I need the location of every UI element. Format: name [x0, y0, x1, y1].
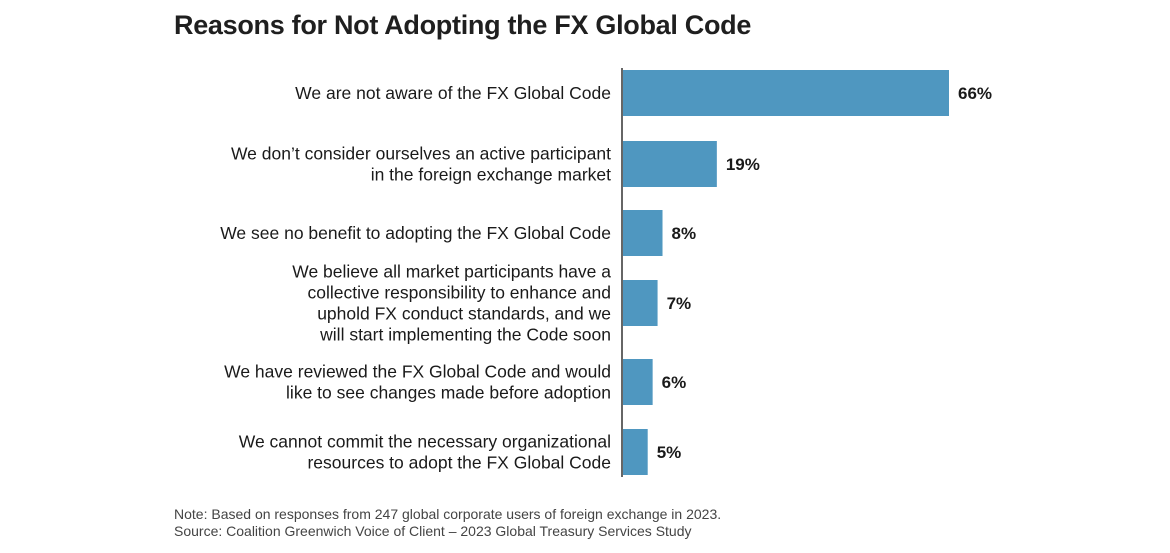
category-label-6: We cannot commit the necessary organizat…: [239, 432, 611, 473]
bar-2: [623, 141, 717, 187]
bars-layer: 66% We are not aware of the FX Global Cod…: [220, 70, 992, 475]
bar-4: [623, 280, 658, 326]
chart-title: Reasons for Not Adopting the FX Global C…: [174, 10, 752, 40]
value-label-2: 19%: [726, 155, 760, 174]
category-label-line: We don’t consider ourselves an active pa…: [231, 144, 611, 164]
value-label-3: 8%: [672, 224, 697, 243]
footnote: Note: Based on responses from 247 global…: [174, 506, 721, 540]
bar-5: [623, 359, 653, 405]
category-label-line: We are not aware of the FX Global Code: [295, 83, 611, 103]
category-label-line: We cannot commit the necessary organizat…: [239, 432, 611, 452]
category-label-line: We see no benefit to adopting the FX Glo…: [220, 223, 611, 243]
value-label-5: 6%: [662, 373, 687, 392]
category-label-line: We believe all market participants have …: [292, 262, 611, 282]
category-label-3: We see no benefit to adopting the FX Glo…: [220, 223, 611, 243]
category-label-line: uphold FX conduct standards, and we: [317, 304, 611, 324]
category-label-line: like to see changes made before adoption: [286, 383, 611, 403]
value-label-1: 66%: [958, 84, 992, 103]
bar-3: [623, 210, 663, 256]
bar-1: [623, 70, 949, 116]
category-label-line: resources to adopt the FX Global Code: [307, 453, 611, 473]
category-label-line: in the foreign exchange market: [371, 165, 611, 185]
category-label-line: collective responsibility to enhance and: [307, 283, 611, 303]
category-label-5: We have reviewed the FX Global Code and …: [224, 362, 611, 403]
category-label-line: will start implementing the Code soon: [319, 325, 611, 345]
category-label-1: We are not aware of the FX Global Code: [295, 83, 611, 103]
bar-6: [623, 429, 648, 475]
value-label-6: 5%: [657, 443, 682, 462]
value-label-4: 7%: [667, 294, 692, 313]
category-label-line: We have reviewed the FX Global Code and …: [224, 362, 611, 382]
category-label-2: We don’t consider ourselves an active pa…: [231, 144, 611, 185]
source-text: Source: Coalition Greenwich Voice of Cli…: [174, 523, 692, 539]
note-text: Note: Based on responses from 247 global…: [174, 506, 722, 522]
category-label-4: We believe all market participants have …: [292, 262, 611, 345]
